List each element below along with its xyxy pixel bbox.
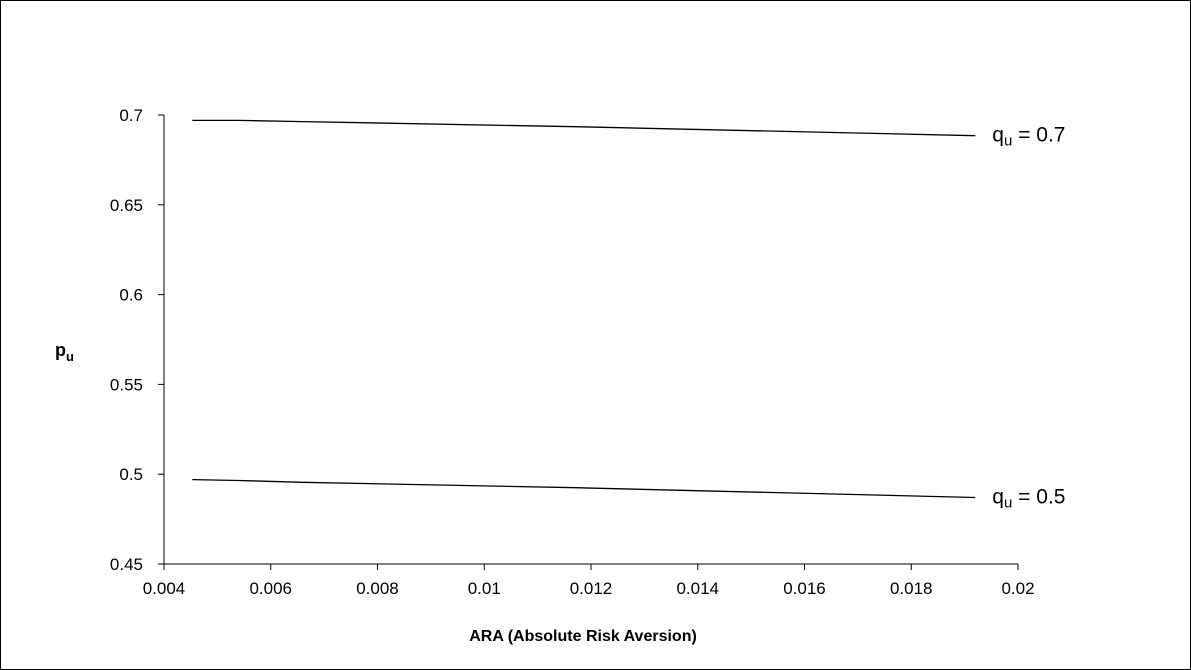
y-tick-label: 0.7 xyxy=(119,106,143,125)
x-ticks: 0.004 0.006 0.008 0.01 0.012 0.014 0.016 0.018 0… xyxy=(143,564,1035,598)
y-tick-label: 0.55 xyxy=(110,375,143,394)
x-axis-title: ARA (Absolute Risk Aversion) xyxy=(469,628,697,645)
series-layer: qu = 0.7qu = 0.5 xyxy=(192,119,1065,512)
y-tick-label: 0.65 xyxy=(110,196,143,215)
y-tick-label: 0.5 xyxy=(119,465,143,484)
x-tick-label: 0.006 xyxy=(249,579,292,598)
y-axis-title-sub: u xyxy=(66,349,74,364)
series-label-main: q xyxy=(992,124,1004,147)
series-label-rest: = 0.5 xyxy=(1012,486,1065,509)
y-tick-label: 0.6 xyxy=(119,286,143,305)
x-tick-label: 0.012 xyxy=(570,579,613,598)
series-end-label: qu = 0.7 xyxy=(992,124,1065,150)
series-line xyxy=(192,119,976,137)
series-line xyxy=(192,478,976,499)
y-axis-title: pu xyxy=(55,340,74,364)
series-label-rest: = 0.7 xyxy=(1012,124,1065,147)
series-label-sub: u xyxy=(1004,133,1012,150)
x-tick-label: 0.004 xyxy=(143,579,186,598)
series-label-main: q xyxy=(992,486,1004,509)
x-tick-label: 0.02 xyxy=(1001,579,1034,598)
x-tick-label: 0.016 xyxy=(783,579,826,598)
x-tick-label: 0.01 xyxy=(468,579,501,598)
x-tick-label: 0.018 xyxy=(890,579,933,598)
y-ticks: 0.45 0.5 0.55 0.6 0.65 0.7 xyxy=(110,106,164,574)
x-tick-label: 0.008 xyxy=(356,579,399,598)
x-tick-label: 0.014 xyxy=(676,579,719,598)
y-axis-title-main: p xyxy=(55,340,66,360)
series-label-sub: u xyxy=(1004,495,1012,512)
series-end-label: qu = 0.5 xyxy=(992,486,1065,512)
y-tick-label: 0.45 xyxy=(110,555,143,574)
